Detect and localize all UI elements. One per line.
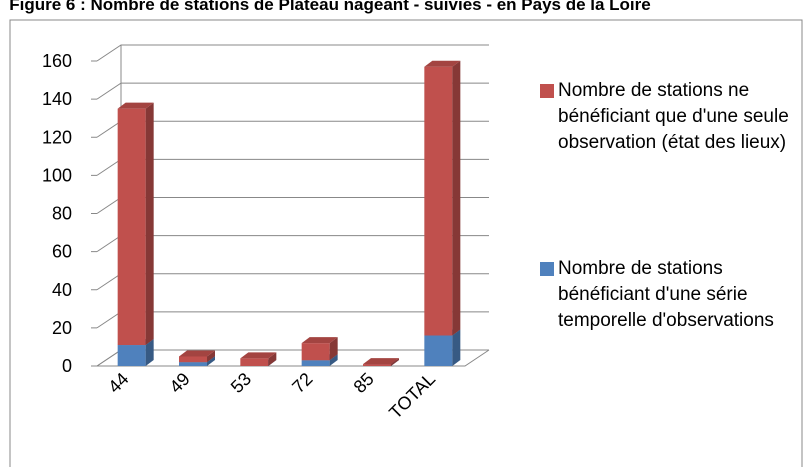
bar (424, 60, 461, 336)
y-tick-label: 80 (52, 204, 72, 224)
bar-side (268, 352, 277, 366)
grid-line (96, 82, 489, 100)
legend-swatch (540, 262, 554, 276)
legend-item: Nombre de stations ne bénéficiant que d'… (558, 80, 789, 153)
x-tick-label: 44 (104, 369, 132, 397)
bar-front (179, 362, 207, 366)
bar-side (207, 350, 215, 363)
x-tick-label: 85 (350, 369, 378, 397)
bar-side (452, 60, 461, 336)
y-tick-label: 40 (52, 280, 72, 300)
legend-label: Nombre de stations bénéficiant d'une sér… (558, 258, 774, 331)
x-tick-label: 72 (288, 369, 316, 397)
y-tick-label: 60 (52, 242, 72, 262)
bar-side (145, 339, 154, 366)
bar-front (117, 345, 146, 366)
bar-top (301, 337, 338, 344)
bar-side (207, 356, 215, 366)
x-tick-label: TOTAL (385, 369, 439, 423)
bar (240, 352, 277, 366)
y-tick-label: 160 (42, 51, 72, 71)
bar-top (240, 352, 277, 359)
bar-top (179, 350, 215, 357)
axis-floor (97, 349, 490, 367)
chart-title: Figure 6 : Nombre de stations de Plateau… (9, 0, 650, 14)
bar-front (424, 66, 453, 336)
bar-front (363, 364, 391, 366)
bar-side (329, 337, 338, 361)
bar-top (117, 102, 154, 109)
legend-label: Nombre de stations ne bénéficiant que d'… (558, 80, 789, 153)
grid-line (96, 44, 489, 62)
y-tick-label: 120 (42, 127, 72, 147)
bar-side (391, 358, 399, 366)
bar-front (179, 356, 207, 363)
y-tick-label: 140 (42, 89, 72, 109)
bar-front (301, 343, 330, 361)
y-tick-label: 20 (52, 318, 72, 338)
bar-top (424, 60, 461, 67)
bar-top (363, 358, 399, 365)
x-tick-label: 49 (166, 369, 194, 397)
bar-side (452, 329, 461, 366)
bar (117, 102, 154, 346)
bar-front (301, 360, 330, 366)
bar-front (424, 335, 453, 366)
x-tick-label: 53 (227, 369, 255, 397)
chart-border (9, 19, 803, 467)
bar (301, 337, 338, 361)
legend-swatch (540, 84, 554, 98)
bar-front (117, 108, 146, 346)
bar (363, 358, 399, 366)
y-tick-label: 0 (62, 356, 72, 376)
bar-side (145, 102, 154, 346)
y-tick-label: 100 (42, 165, 72, 185)
bar-side (329, 354, 338, 366)
bar (179, 350, 215, 363)
legend-item: Nombre de stations bénéficiant d'une sér… (558, 258, 774, 331)
bar-front (240, 358, 269, 366)
